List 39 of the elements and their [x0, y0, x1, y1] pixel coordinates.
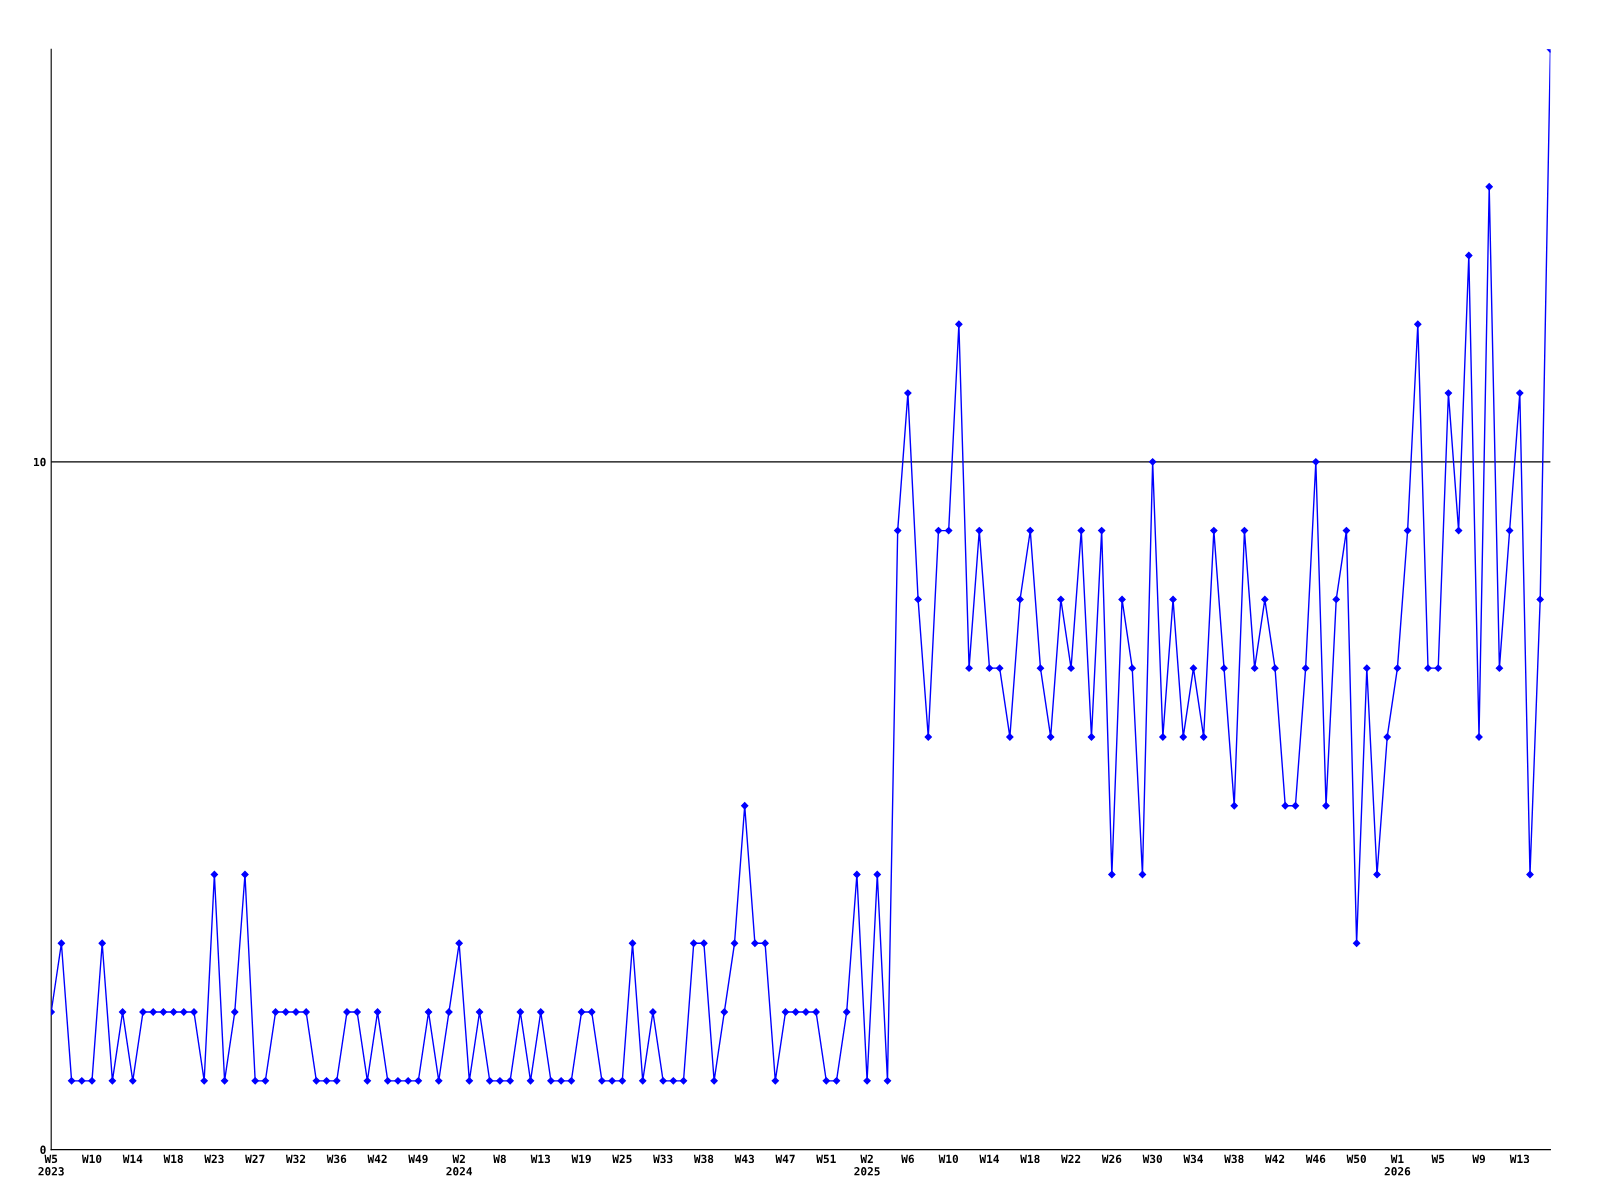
x-tick-label: W47 [775, 1154, 795, 1163]
x-tick-label: W6 [901, 1154, 914, 1164]
x-tick-label: W14 [122, 1154, 143, 1163]
x-tick-label: W25 [612, 1154, 632, 1164]
x-tick-label: W18 [1020, 1154, 1040, 1164]
x-tick-label: W49 [408, 1154, 428, 1164]
y-tick-label: 0 [40, 1145, 46, 1154]
x-tick-label: W26 [1101, 1154, 1122, 1164]
x-tick-label: W34 [1183, 1154, 1203, 1164]
x-tick-label: W5 2023 [38, 1154, 64, 1176]
x-tick-label: W13 [530, 1154, 551, 1164]
x-tick-label: W27 [245, 1154, 265, 1163]
x-tick-label: W33 [653, 1154, 673, 1164]
x-tick-label: W13 [1509, 1154, 1530, 1164]
x-tick-label: W8 [493, 1154, 506, 1164]
x-tick-label: W46 [1305, 1154, 1326, 1164]
x-tick-label: W2 2025 [854, 1154, 880, 1176]
x-tick-label: W14 [979, 1154, 1000, 1163]
x-tick-label: W43 [734, 1154, 755, 1164]
x-tick-label: W32 [285, 1154, 306, 1164]
x-tick-label: W30 [1142, 1154, 1163, 1164]
x-tick-label: W38 [693, 1154, 714, 1164]
x-tick-label: W50 [1346, 1154, 1366, 1164]
x-tick-label: W23 [204, 1154, 224, 1164]
x-tick-label: W5 [1431, 1154, 1445, 1164]
x-tick-label: W10 [938, 1154, 959, 1164]
x-tick-label: W10 [81, 1154, 102, 1164]
x-tick-label: W18 [163, 1154, 183, 1164]
x-tick-label: W36 [326, 1154, 347, 1164]
x-tick-label: W9 [1472, 1154, 1485, 1164]
x-tick-label: W38 [1224, 1154, 1244, 1164]
x-tick-label: W42 [367, 1154, 387, 1163]
x-tick-label: W1 2026 [1384, 1154, 1411, 1176]
x-tick-label: W2 2024 [446, 1154, 473, 1176]
y-tick-label: 10 [33, 457, 46, 467]
x-tick-label: W51 [816, 1154, 836, 1164]
x-tick-label: W22 [1061, 1154, 1081, 1163]
x-tick-label: W42 [1265, 1154, 1285, 1163]
x-tick-label: W19 [571, 1154, 591, 1164]
